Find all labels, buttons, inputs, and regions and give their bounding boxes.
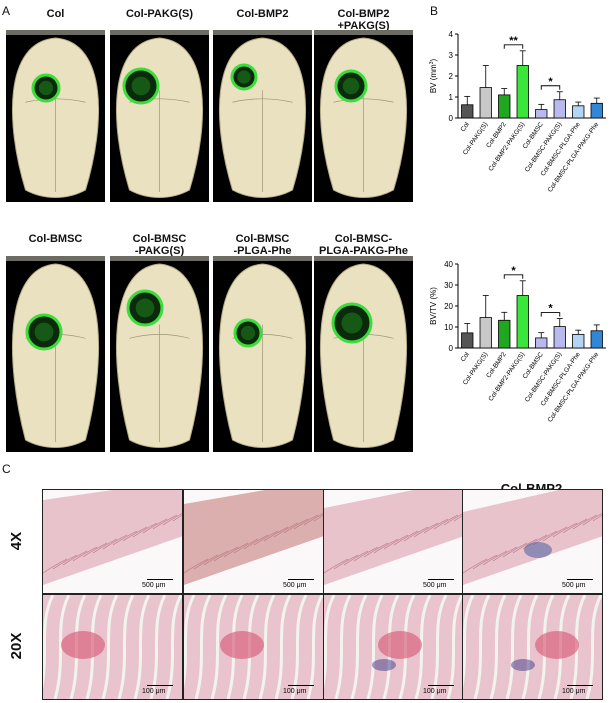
bv-ytick-label: 4 bbox=[449, 30, 454, 39]
panel-c-letter: C bbox=[2, 462, 11, 476]
sample-label-top-1: Col-PAKG(S) bbox=[125, 8, 193, 20]
bvtv-category-label: Col bbox=[460, 351, 472, 363]
bvtv-bar bbox=[553, 326, 566, 349]
bv-significance-label: * bbox=[548, 76, 553, 88]
bv-ytick-label: 0 bbox=[449, 114, 454, 123]
scale-bar-label: 100 μm bbox=[142, 688, 166, 695]
bvtv-significance-label: * bbox=[511, 265, 516, 277]
bv-ytick-label: 2 bbox=[449, 72, 454, 81]
bvtv-significance-bracket bbox=[503, 274, 524, 279]
bv-bar bbox=[516, 65, 529, 119]
bv-bar bbox=[461, 104, 474, 119]
scale-bar bbox=[288, 685, 314, 686]
histology-image-4x-3: 500 μm bbox=[462, 489, 603, 594]
bv-bar bbox=[498, 94, 511, 119]
sample-label-top-2: Col-BMP2 bbox=[236, 8, 289, 20]
bvtv-bar bbox=[590, 330, 603, 349]
bv-significance-bracket bbox=[503, 44, 524, 49]
bvtv-ytick-label: 30 bbox=[444, 281, 453, 290]
panel-a-letter: A bbox=[2, 4, 11, 18]
sample-label-bottom-3: Col-BMSC- PLGA-PAKG-Phe bbox=[318, 233, 409, 257]
bv-significance-label: ** bbox=[509, 35, 518, 47]
skull-image-top-3 bbox=[314, 30, 413, 202]
bv-bar bbox=[535, 109, 548, 119]
scale-bar bbox=[288, 579, 314, 580]
bv-bar bbox=[572, 105, 585, 119]
skull-render bbox=[314, 256, 413, 452]
sample-label-bottom-1: Col-BMSC -PAKG(S) bbox=[132, 233, 187, 257]
bv-ytick-label: 1 bbox=[449, 93, 454, 102]
skull-image-top-2 bbox=[213, 30, 312, 202]
scale-bar-label: 100 μm bbox=[562, 688, 586, 695]
bvtv-bar bbox=[461, 332, 474, 349]
bvtv-category-label: Col-BMP2-PAKG(S) bbox=[487, 351, 526, 403]
bv-bar bbox=[590, 102, 603, 119]
skull-render bbox=[213, 30, 312, 202]
skull-image-bottom-3 bbox=[314, 256, 413, 452]
bvtv-significance-label: * bbox=[548, 303, 553, 315]
bv-category-label: Col-BMP2-PAKG(S) bbox=[487, 121, 526, 173]
sample-label-top-0: Col bbox=[46, 8, 65, 20]
bv-category-label: Col bbox=[460, 121, 472, 133]
skull-render bbox=[6, 30, 105, 202]
scale-bar-label: 100 μm bbox=[283, 688, 307, 695]
sample-label-bottom-2: Col-BMSC -PLGA-Phe bbox=[233, 233, 292, 257]
skull-render bbox=[110, 30, 209, 202]
bvtv-ytick-label: 10 bbox=[444, 323, 453, 332]
bvtv-bar bbox=[516, 295, 529, 349]
skull-render bbox=[110, 256, 209, 452]
skull-image-bottom-2 bbox=[213, 256, 312, 452]
bv-significance-bracket bbox=[540, 85, 561, 90]
bvtv-bar bbox=[498, 319, 511, 349]
magnification-label-4x: 4X bbox=[8, 531, 25, 550]
sample-label-bottom-0: Col-BMSC bbox=[28, 233, 83, 245]
bvtv-ytick-label: 40 bbox=[444, 260, 453, 269]
histology-image-4x-2: 500 μm bbox=[323, 489, 464, 594]
scale-bar-label: 500 μm bbox=[283, 582, 307, 589]
bvtv-ytick-label: 20 bbox=[444, 302, 453, 311]
histology-image-20x-2: 100 μm bbox=[323, 594, 464, 700]
bvtv-bar bbox=[535, 337, 548, 349]
bv-bar bbox=[553, 99, 566, 119]
bv-ytick-label: 3 bbox=[449, 51, 454, 60]
scale-bar-label: 500 μm bbox=[562, 582, 586, 589]
scale-bar bbox=[567, 685, 593, 686]
bvtv-ytick-label: 0 bbox=[449, 344, 454, 353]
histology-image-20x-1: 100 μm bbox=[183, 594, 324, 700]
scale-bar-label: 100 μm bbox=[423, 688, 447, 695]
bvtv-bar bbox=[572, 333, 585, 349]
skull-image-bottom-0 bbox=[6, 256, 105, 452]
scale-bar-label: 500 μm bbox=[423, 582, 447, 589]
bvtv-significance-bracket bbox=[540, 312, 561, 317]
skull-render bbox=[6, 256, 105, 452]
sample-label-top-3: Col-BMP2 +PAKG(S) bbox=[337, 8, 390, 32]
bv-ylabel: BV (mm3) bbox=[429, 59, 438, 94]
skull-image-bottom-1 bbox=[110, 256, 209, 452]
magnification-label-20x: 20X bbox=[8, 632, 25, 660]
histology-image-4x-1: 500 μm bbox=[183, 489, 324, 594]
bv-bar bbox=[479, 87, 492, 119]
histology-image-20x-0: 100 μm bbox=[42, 594, 183, 700]
scale-bar bbox=[567, 579, 593, 580]
scale-bar bbox=[147, 685, 173, 686]
scale-bar bbox=[428, 579, 454, 580]
skull-render bbox=[213, 256, 312, 452]
histology-image-20x-3: 100 μm bbox=[462, 594, 603, 700]
bvtv-ylabel: BV/TV (%) bbox=[429, 287, 438, 325]
bvtv-bar bbox=[479, 317, 492, 349]
skull-render bbox=[314, 30, 413, 202]
scale-bar-label: 500 μm bbox=[142, 582, 166, 589]
panel-b-letter: B bbox=[430, 4, 439, 18]
histology-image-4x-0: 500 μm bbox=[42, 489, 183, 594]
skull-image-top-0 bbox=[6, 30, 105, 202]
scale-bar bbox=[428, 685, 454, 686]
scale-bar bbox=[147, 579, 173, 580]
skull-image-top-1 bbox=[110, 30, 209, 202]
